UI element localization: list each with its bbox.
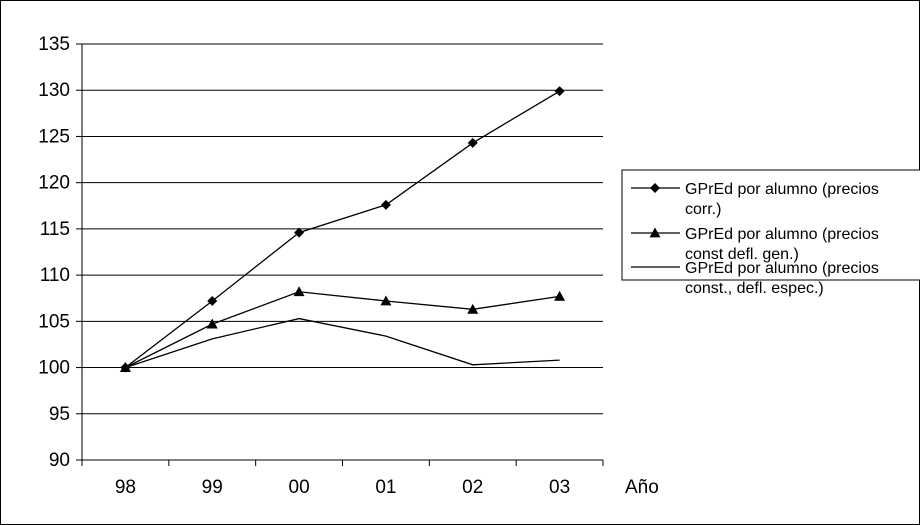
legend-label: const defl. gen.)	[685, 246, 799, 263]
series-line	[125, 291, 560, 369]
legend-label: GPrEd por alumno (precios	[685, 181, 879, 198]
x-tick-label: 03	[549, 477, 570, 498]
data-point	[207, 295, 218, 306]
x-tick-label: 99	[202, 477, 223, 498]
series-line	[125, 317, 560, 369]
x-tick-label: 01	[375, 477, 396, 498]
x-tick-label: 00	[289, 477, 310, 498]
legend-label: corr.)	[685, 201, 721, 218]
x-tick-label: 02	[462, 477, 483, 498]
data-point	[380, 295, 392, 306]
x-tick-label: 98	[115, 477, 136, 498]
y-tick-label: 135	[38, 34, 70, 55]
data-point	[206, 318, 218, 329]
y-tick-label: 105	[38, 311, 70, 332]
y-tick-label: 95	[49, 404, 70, 425]
data-point	[293, 286, 305, 297]
data-point	[554, 290, 566, 301]
legend-label: GPrEd por alumno (precios	[685, 260, 879, 277]
legend-marker	[650, 183, 660, 193]
y-tick-label: 120	[38, 173, 70, 194]
legend-marker	[649, 227, 661, 238]
x-axis-label: Año	[625, 477, 659, 498]
data-point	[380, 199, 391, 210]
data-point	[467, 303, 479, 314]
data-point	[294, 227, 305, 238]
data-point	[554, 86, 565, 97]
series-line	[125, 90, 560, 369]
y-tick-label: 130	[38, 80, 70, 101]
legend-label: const., defl. espec.)	[685, 280, 824, 297]
y-tick-label: 125	[38, 126, 70, 147]
y-tick-label: 110	[40, 265, 70, 286]
legend-label: GPrEd por alumno (precios	[685, 226, 879, 243]
data-point	[467, 137, 478, 148]
y-tick-label: 90	[49, 450, 70, 471]
y-tick-label: 115	[40, 219, 70, 240]
y-tick-label: 100	[38, 358, 70, 379]
